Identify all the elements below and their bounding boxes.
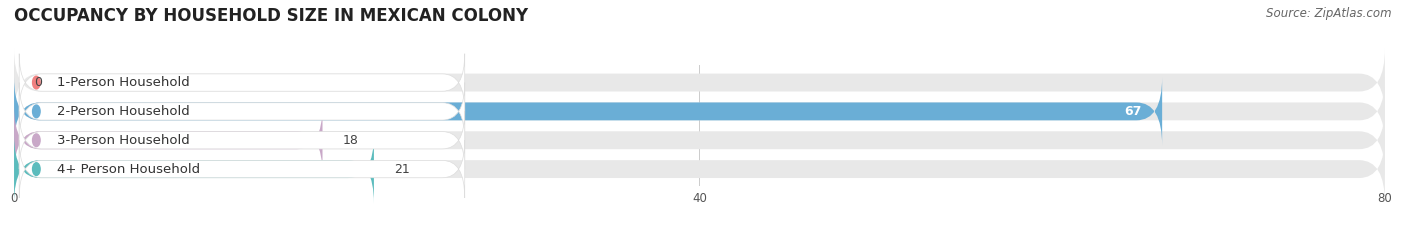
Circle shape — [32, 163, 41, 175]
Text: Source: ZipAtlas.com: Source: ZipAtlas.com — [1267, 7, 1392, 20]
Text: 1-Person Household: 1-Person Household — [56, 76, 190, 89]
Circle shape — [32, 105, 41, 118]
Circle shape — [32, 134, 41, 147]
Circle shape — [32, 76, 41, 89]
FancyBboxPatch shape — [14, 135, 374, 203]
FancyBboxPatch shape — [14, 77, 1163, 146]
Text: 3-Person Household: 3-Person Household — [56, 134, 190, 147]
FancyBboxPatch shape — [14, 77, 1385, 146]
FancyBboxPatch shape — [20, 140, 465, 198]
Text: OCCUPANCY BY HOUSEHOLD SIZE IN MEXICAN COLONY: OCCUPANCY BY HOUSEHOLD SIZE IN MEXICAN C… — [14, 7, 529, 25]
FancyBboxPatch shape — [20, 82, 465, 140]
FancyBboxPatch shape — [14, 106, 1385, 175]
Text: 4+ Person Household: 4+ Person Household — [56, 163, 200, 176]
Text: 18: 18 — [343, 134, 359, 147]
Text: 0: 0 — [35, 76, 42, 89]
Text: 21: 21 — [395, 163, 411, 176]
FancyBboxPatch shape — [14, 135, 1385, 203]
FancyBboxPatch shape — [20, 111, 465, 169]
FancyBboxPatch shape — [14, 48, 1385, 117]
FancyBboxPatch shape — [20, 54, 465, 111]
FancyBboxPatch shape — [14, 106, 322, 175]
Text: 2-Person Household: 2-Person Household — [56, 105, 190, 118]
Text: 67: 67 — [1125, 105, 1142, 118]
